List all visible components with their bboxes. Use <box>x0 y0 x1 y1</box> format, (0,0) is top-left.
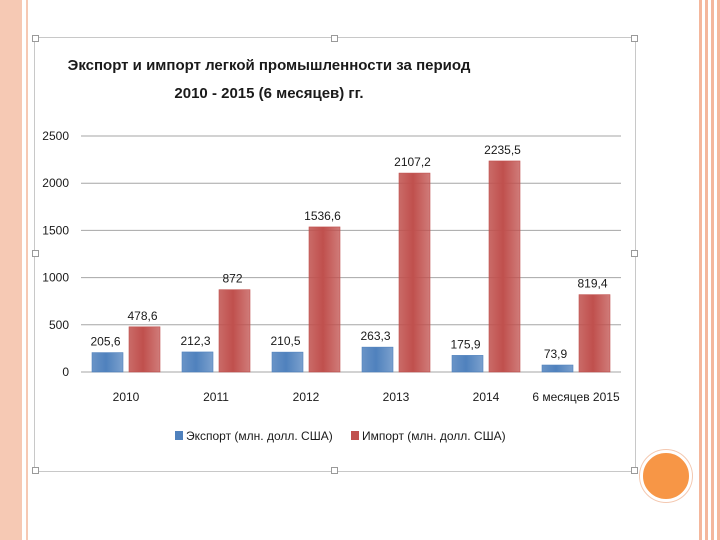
x-tick-label: 2014 <box>473 390 500 404</box>
data-label-import-1: 872 <box>222 272 242 286</box>
slide-left-decor-bar <box>0 0 22 540</box>
x-axis-ticks: 2010 2011 2012 2013 2014 6 месяцев 2015 <box>113 390 620 404</box>
data-label-import-3: 2107,2 <box>394 155 431 169</box>
y-tick-label: 2000 <box>42 176 69 190</box>
data-label-import-4: 2235,5 <box>484 143 521 157</box>
bar-export-2 <box>271 351 304 373</box>
data-label-export-3: 263,3 <box>360 329 390 343</box>
chart-legend: Экспорт (млн. долл. США) Импорт (млн. дол… <box>175 429 506 443</box>
chart: Экспорт и импорт легкой промышленности з… <box>42 57 621 443</box>
legend-swatch-import <box>351 431 359 440</box>
bar-export-3 <box>361 346 394 373</box>
y-tick-label: 1500 <box>42 223 69 237</box>
slide-left-decor-line <box>26 0 28 540</box>
bar-export-4 <box>451 355 484 373</box>
data-label-import-0: 478,6 <box>127 309 157 323</box>
bar-import-4 <box>488 160 521 373</box>
resize-handle-bottom[interactable] <box>331 467 338 474</box>
x-tick-label: 2012 <box>293 390 320 404</box>
bar-import-0 <box>128 326 161 373</box>
bar-export-1 <box>181 351 214 373</box>
chart-gridlines <box>81 135 621 373</box>
legend-label-import: Импорт (млн. долл. США) <box>362 429 506 443</box>
resize-handle-top-left[interactable] <box>32 35 39 42</box>
data-label-export-1: 212,3 <box>180 334 210 348</box>
resize-handle-bottom-left[interactable] <box>32 467 39 474</box>
bar-export-5 <box>541 364 574 373</box>
resize-handle-right[interactable] <box>631 250 638 257</box>
bar-import-5 <box>578 294 611 373</box>
x-tick-label: 6 месяцев 2015 <box>532 390 620 404</box>
bar-import-1 <box>218 289 251 373</box>
bar-import-2 <box>308 226 341 373</box>
resize-handle-bottom-right[interactable] <box>631 467 638 474</box>
data-label-export-2: 210,5 <box>270 334 300 348</box>
y-tick-label: 2500 <box>42 129 69 143</box>
legend-swatch-export <box>175 431 183 440</box>
x-tick-label: 2010 <box>113 390 140 404</box>
data-label-import-2: 1536,6 <box>304 209 341 223</box>
chart-object-frame[interactable]: Экспорт и импорт легкой промышленности з… <box>32 35 638 474</box>
chart-bars <box>91 160 611 373</box>
bar-export-0 <box>91 352 124 373</box>
resize-handle-left[interactable] <box>32 250 39 257</box>
x-tick-label: 2011 <box>203 390 229 404</box>
slide-right-decor-stripes <box>694 0 720 540</box>
data-label-export-4: 175,9 <box>450 337 480 351</box>
bar-import-3 <box>398 172 431 373</box>
chart-title-line-2: 2010 - 2015 (6 месяцев) гг. <box>174 85 363 102</box>
y-axis-ticks: 0 500 1000 1500 2000 2500 <box>42 129 69 379</box>
x-tick-label: 2013 <box>383 390 410 404</box>
data-labels: 205,6 478,6 212,3 872 210,5 1536,6 263,3 2107,2… <box>90 143 607 361</box>
chart-title-line-1: Экспорт и импорт легкой промышленности з… <box>68 57 471 74</box>
data-label-import-5: 819,4 <box>577 277 607 291</box>
y-tick-label: 500 <box>49 318 69 332</box>
data-label-export-0: 205,6 <box>90 335 120 349</box>
slide-accent-circle <box>640 450 692 502</box>
legend-label-export: Экспорт (млн. долл. США) <box>186 429 333 443</box>
resize-handle-top[interactable] <box>331 35 338 42</box>
chart-title: Экспорт и импорт легкой промышленности з… <box>68 57 471 102</box>
y-tick-label: 1000 <box>42 271 69 285</box>
data-label-export-5: 73,9 <box>544 347 568 361</box>
resize-handle-top-right[interactable] <box>631 35 638 42</box>
y-tick-label: 0 <box>62 365 69 379</box>
